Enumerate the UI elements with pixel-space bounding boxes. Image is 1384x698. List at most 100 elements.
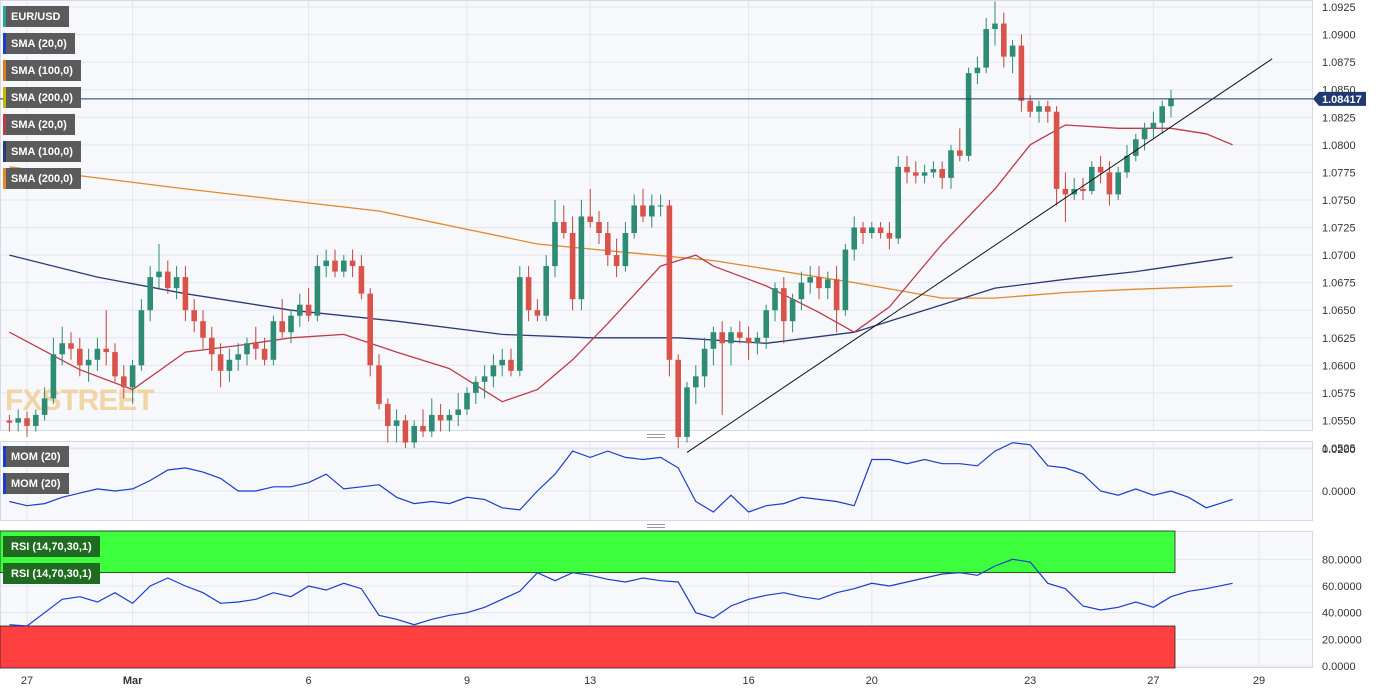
candle: [728, 326, 734, 366]
candle: [737, 321, 743, 344]
candle-body: [781, 288, 787, 322]
candle: [693, 365, 699, 404]
candle: [781, 277, 787, 344]
candle-body: [974, 67, 981, 74]
candle: [77, 337, 83, 377]
legend-item[interactable]: SMA (20,0): [3, 33, 75, 54]
candle: [719, 321, 725, 415]
support-trendline: [686, 58, 1273, 453]
candle-body: [429, 414, 435, 432]
candle: [156, 244, 162, 289]
candle: [1150, 111, 1157, 140]
price-axis-label: 1.0675: [1322, 278, 1356, 290]
candle: [1097, 155, 1104, 184]
price-panel-bg: [0, 0, 1313, 431]
current-price-label: 1.08417: [1322, 94, 1362, 106]
price-axis-label: 1.0775: [1322, 167, 1356, 179]
candle: [763, 304, 769, 349]
candle: [314, 255, 321, 322]
candle: [402, 414, 409, 448]
candle-body: [772, 288, 778, 311]
price-axis-label: 1.0550: [1322, 415, 1356, 427]
candle-body: [666, 205, 673, 360]
candle-body: [1018, 45, 1025, 101]
candle: [323, 249, 329, 278]
candle: [561, 205, 567, 239]
candle: [710, 326, 717, 366]
candle-body: [411, 425, 417, 443]
candle: [789, 293, 796, 333]
legend-item[interactable]: SMA (100,0): [3, 141, 81, 162]
candle-body: [1062, 188, 1069, 195]
candle-body: [367, 293, 373, 366]
candle-body: [1027, 100, 1033, 112]
candle: [94, 337, 101, 371]
candle: [860, 221, 866, 245]
y-axis-labels: 1.09251.09001.08751.08501.08251.08001.07…: [1322, 2, 1362, 673]
rsi-axis-label: 80.0000: [1322, 554, 1362, 566]
candle: [578, 199, 585, 311]
candle-body: [860, 227, 866, 234]
candle-body: [1089, 166, 1095, 192]
candle-body: [24, 418, 30, 426]
candle-body: [490, 365, 497, 377]
candle: [904, 155, 910, 184]
candle: [420, 409, 426, 437]
legend-item[interactable]: SMA (200,0): [3, 87, 81, 108]
price-panel-resize-handle[interactable]: [647, 434, 665, 438]
candle: [508, 348, 514, 377]
candle-body: [6, 420, 13, 423]
candle: [209, 326, 215, 371]
price-axis-label: 1.0725: [1322, 223, 1356, 235]
sma-200-line: [9, 166, 1233, 299]
candle: [411, 420, 417, 448]
candle: [877, 221, 884, 239]
candle-body: [649, 205, 655, 217]
candle-body: [235, 354, 241, 360]
candle: [332, 249, 338, 278]
candle: [1115, 166, 1121, 200]
candle: [455, 392, 461, 426]
candlesticks: [6, 1, 1174, 448]
legend-item[interactable]: EUR/USD: [3, 6, 69, 27]
candle: [499, 348, 505, 377]
candle-body: [33, 414, 39, 426]
candle-body: [1168, 98, 1174, 107]
candle: [807, 266, 813, 294]
legend-item[interactable]: SMA (20,0): [3, 114, 75, 135]
candle-body: [957, 150, 963, 156]
candle-body: [173, 277, 180, 289]
candle: [464, 387, 470, 415]
candle-body: [209, 337, 215, 355]
legend-item[interactable]: RSI (14,70,30,1): [3, 536, 100, 557]
candle-body: [895, 166, 901, 239]
candle: [261, 337, 268, 366]
candle-body: [1036, 106, 1042, 112]
x-axis-label: 23: [1024, 675, 1036, 687]
mom-series-line: [9, 442, 1233, 513]
candle: [701, 337, 708, 388]
candle: [772, 282, 778, 322]
candle: [930, 161, 937, 178]
candle: [869, 221, 875, 239]
legend-item[interactable]: SMA (100,0): [3, 60, 81, 81]
mom-panel-resize-handle[interactable]: [647, 524, 665, 528]
candle-body: [1115, 172, 1121, 195]
candle: [1001, 12, 1007, 68]
candle-body: [763, 310, 769, 338]
legend-item[interactable]: SMA (200,0): [3, 168, 81, 189]
candle-body: [499, 359, 505, 366]
rsi-axis-label: 60.0000: [1322, 581, 1362, 593]
candle-body: [825, 279, 831, 289]
candle: [121, 365, 127, 399]
candle-body: [244, 343, 250, 355]
candle: [182, 266, 189, 322]
legend-item[interactable]: MOM (20): [3, 473, 69, 494]
legend-item[interactable]: MOM (20): [3, 446, 69, 467]
candle: [1036, 100, 1042, 123]
candle: [622, 221, 629, 272]
x-axis-label: 6: [306, 675, 312, 687]
candle-body: [807, 277, 813, 283]
rsi-axis-label: 20.0000: [1322, 634, 1362, 646]
legend-item[interactable]: RSI (14,70,30,1): [3, 563, 100, 584]
